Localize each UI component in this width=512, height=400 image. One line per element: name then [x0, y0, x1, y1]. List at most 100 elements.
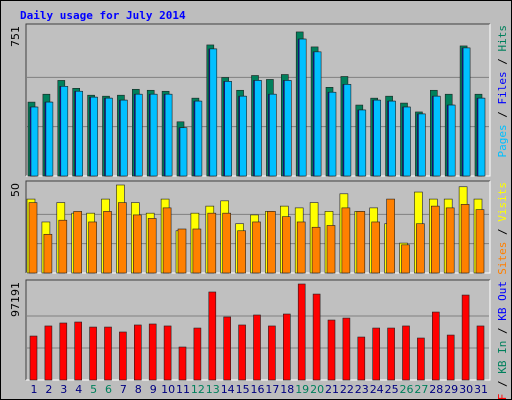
bar	[88, 221, 97, 274]
x-tick-label: 26	[400, 383, 414, 396]
x-tick-label: 12	[191, 383, 205, 396]
y-tick-label: 97191	[9, 282, 22, 317]
bar	[373, 99, 382, 177]
bar	[58, 219, 68, 274]
x-tick-label: 21	[325, 383, 339, 396]
x-tick-label: 19	[295, 383, 309, 396]
bar	[267, 211, 276, 274]
bar	[417, 337, 425, 381]
bar	[252, 221, 261, 274]
bar	[462, 47, 471, 177]
x-tick-label: 31	[474, 383, 488, 396]
bar	[327, 319, 336, 381]
legend-entry: KB In	[496, 341, 509, 374]
bar	[43, 233, 53, 274]
bar	[177, 228, 187, 274]
x-tick-label: 25	[385, 383, 399, 396]
panel-shadow	[25, 180, 490, 273]
bar	[223, 316, 231, 381]
x-tick-label: 4	[75, 383, 82, 396]
bar	[371, 221, 381, 274]
chart-title: Daily usage for July 2014	[20, 9, 186, 22]
bar	[357, 336, 366, 381]
x-tick-label: 9	[150, 383, 157, 396]
bar	[193, 327, 202, 381]
y-tick-label: 751	[9, 26, 22, 47]
bar	[120, 99, 128, 177]
bar	[237, 230, 246, 274]
x-tick-label: 10	[161, 383, 175, 396]
legend-entry: Sites	[496, 242, 509, 275]
x-tick-label: 18	[280, 383, 294, 396]
bar	[387, 327, 395, 381]
legend-separator: /	[496, 222, 509, 242]
bar	[222, 212, 231, 274]
legend-separator: /	[496, 374, 509, 394]
bar	[60, 86, 69, 177]
x-tick-label: 23	[355, 383, 369, 396]
bar	[44, 325, 53, 381]
bar	[135, 93, 143, 177]
x-tick-label: 11	[176, 383, 190, 396]
bar	[418, 113, 426, 177]
y-tick-label: 50	[9, 183, 22, 197]
legend: Sites / Visits	[496, 182, 509, 275]
x-tick-label: 15	[236, 383, 250, 396]
bar	[254, 80, 262, 177]
bar	[104, 326, 112, 381]
bar	[403, 106, 411, 177]
x-tick-label: 28	[429, 383, 443, 396]
x-tick-label: 27	[414, 383, 428, 396]
bar	[134, 324, 142, 381]
bar	[147, 218, 157, 274]
bar	[461, 294, 470, 381]
bar	[30, 106, 39, 177]
bar	[341, 207, 351, 274]
legend: KB F / KB In / KB Out	[496, 281, 509, 400]
bar	[224, 81, 232, 177]
bar	[328, 91, 337, 177]
x-tick-label: 17	[265, 383, 279, 396]
bar	[446, 334, 455, 381]
bar	[179, 127, 188, 177]
bar	[342, 317, 351, 381]
bar	[388, 100, 396, 177]
x-tick-label: 5	[90, 383, 97, 396]
bar	[133, 214, 142, 274]
bar	[208, 291, 217, 381]
legend-entry: KB F	[496, 394, 509, 400]
bar	[313, 51, 322, 177]
bar	[401, 244, 410, 274]
bar	[239, 95, 247, 177]
bar	[59, 322, 68, 381]
bar	[386, 198, 395, 274]
x-tick-label: 1	[31, 383, 38, 396]
bar	[194, 100, 203, 177]
bar	[89, 326, 97, 381]
bar	[296, 221, 306, 274]
bar	[326, 225, 336, 274]
bar	[281, 216, 291, 274]
x-tick-label: 13	[206, 383, 220, 396]
x-tick-label: 3	[60, 383, 67, 396]
bar	[192, 228, 202, 274]
x-tick-label: 20	[310, 383, 324, 396]
bar	[477, 97, 486, 177]
x-tick-label: 14	[221, 383, 235, 396]
x-tick-label: 2	[45, 383, 52, 396]
bar	[312, 293, 321, 381]
bar	[297, 283, 306, 381]
legend-entry: Hits	[496, 25, 509, 52]
legend: Pages / Files / Hits	[496, 25, 509, 158]
bar	[282, 313, 291, 381]
bar	[402, 325, 410, 381]
x-tick-label: 8	[135, 383, 142, 396]
bar	[460, 204, 470, 274]
bar	[90, 96, 98, 177]
x-tick-label: 24	[370, 383, 384, 396]
x-tick-label: 16	[251, 383, 265, 396]
bar	[269, 93, 277, 177]
bar	[476, 325, 485, 381]
bar	[343, 84, 352, 177]
